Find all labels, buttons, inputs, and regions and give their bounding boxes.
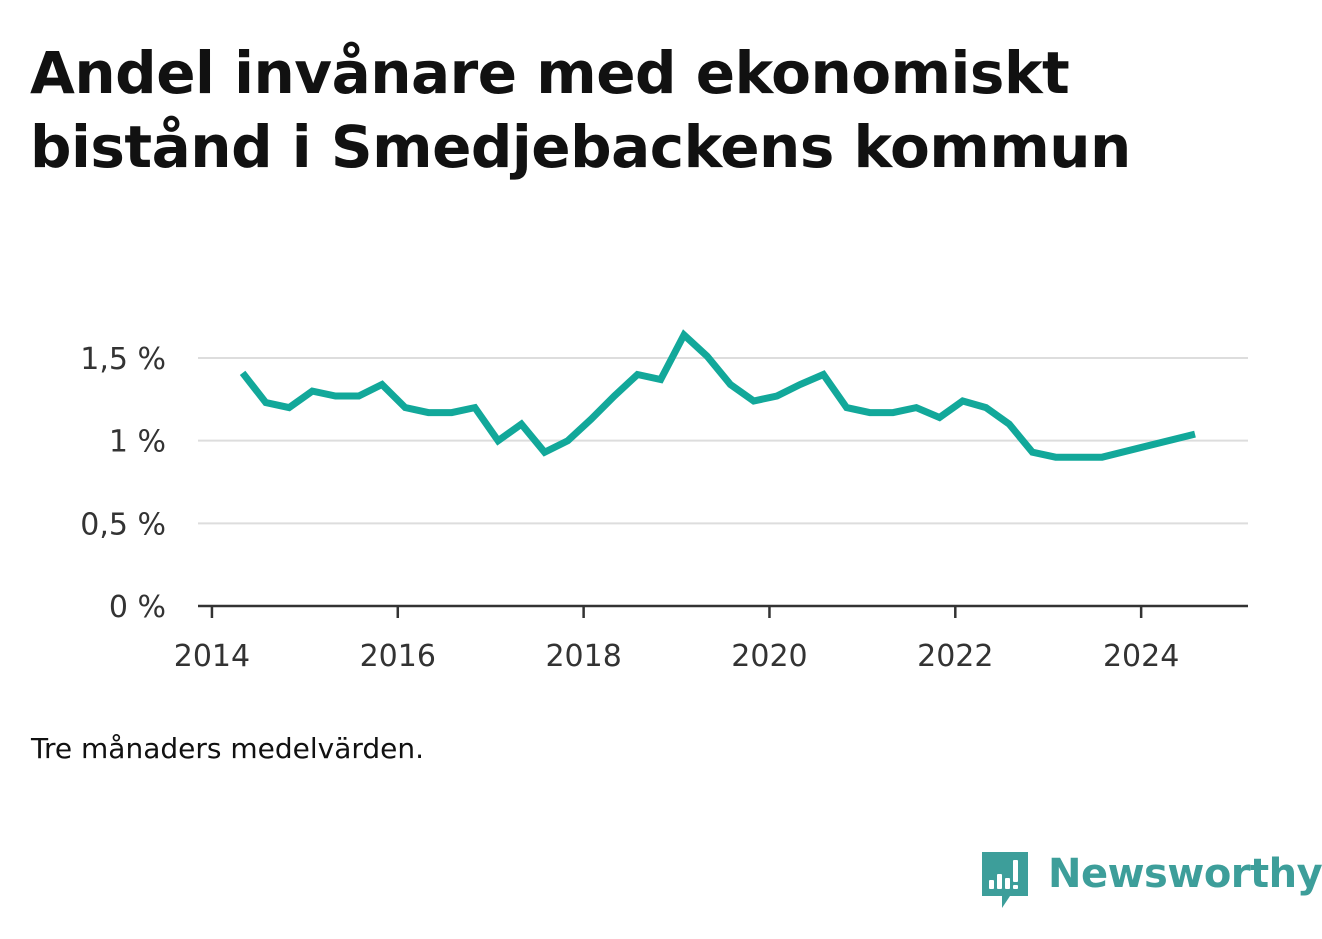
newsworthy-logo-icon bbox=[982, 852, 1028, 908]
series-group bbox=[239, 329, 1196, 461]
data-point bbox=[1032, 452, 1033, 453]
data-point bbox=[567, 440, 568, 441]
data-point bbox=[312, 391, 313, 392]
data-point bbox=[381, 384, 382, 385]
x-tick-label: 2020 bbox=[731, 639, 807, 674]
data-point bbox=[451, 412, 452, 413]
brand-logo: Newsworthy bbox=[980, 850, 1322, 910]
x-tick-label: 2016 bbox=[360, 639, 436, 674]
gridlines bbox=[198, 357, 1248, 525]
data-point bbox=[591, 419, 592, 420]
data-point bbox=[1078, 457, 1079, 458]
data-point bbox=[800, 384, 801, 385]
y-tick-label: 1,5 % bbox=[80, 342, 166, 377]
x-axis bbox=[198, 604, 1248, 618]
data-point bbox=[405, 407, 406, 408]
data-point bbox=[776, 396, 777, 397]
data-point bbox=[893, 412, 894, 413]
data-point bbox=[265, 402, 266, 403]
data-point bbox=[1195, 434, 1196, 435]
data-point bbox=[289, 407, 290, 408]
series-line bbox=[239, 329, 1196, 461]
data-point bbox=[846, 407, 847, 408]
x-tick-label: 2022 bbox=[917, 639, 993, 674]
data-point bbox=[358, 396, 359, 397]
data-point bbox=[916, 407, 917, 408]
data-point bbox=[1102, 457, 1103, 458]
brand-name: Newsworthy bbox=[1048, 851, 1322, 897]
y-tick-label: 0 % bbox=[109, 590, 166, 625]
data-point bbox=[474, 407, 475, 408]
data-point bbox=[660, 379, 661, 380]
y-tick-label: 1 % bbox=[109, 425, 166, 460]
footnote: Tre månaders medelvärden. bbox=[31, 732, 425, 765]
data-point bbox=[614, 396, 615, 397]
y-tick-label: 0,5 % bbox=[80, 507, 166, 542]
chart-title: Andel invånare med ekonomiskt bistånd i … bbox=[30, 39, 1131, 181]
data-point bbox=[1055, 457, 1056, 458]
data-point bbox=[939, 417, 940, 418]
data-point bbox=[637, 374, 638, 375]
data-point bbox=[707, 356, 708, 357]
data-point bbox=[683, 334, 684, 335]
y-tick-labels: 0 % 0,5 % 1 % 1,5 % bbox=[80, 342, 166, 625]
x-tick-label: 2014 bbox=[174, 639, 250, 674]
data-point bbox=[498, 440, 499, 441]
data-point bbox=[242, 372, 243, 373]
data-point bbox=[521, 424, 522, 425]
data-point bbox=[335, 396, 336, 397]
x-tick-label: 2024 bbox=[1103, 639, 1179, 674]
x-tick-labels: 2014 2016 2018 2020 2022 2024 bbox=[174, 639, 1180, 674]
data-point bbox=[544, 452, 545, 453]
data-point bbox=[985, 407, 986, 408]
x-tick-label: 2018 bbox=[545, 639, 621, 674]
data-point bbox=[962, 400, 963, 401]
data-point bbox=[730, 384, 731, 385]
data-point bbox=[1009, 424, 1010, 425]
data-point bbox=[428, 412, 429, 413]
data-point bbox=[823, 374, 824, 375]
data-point bbox=[753, 400, 754, 401]
data-point bbox=[869, 412, 870, 413]
